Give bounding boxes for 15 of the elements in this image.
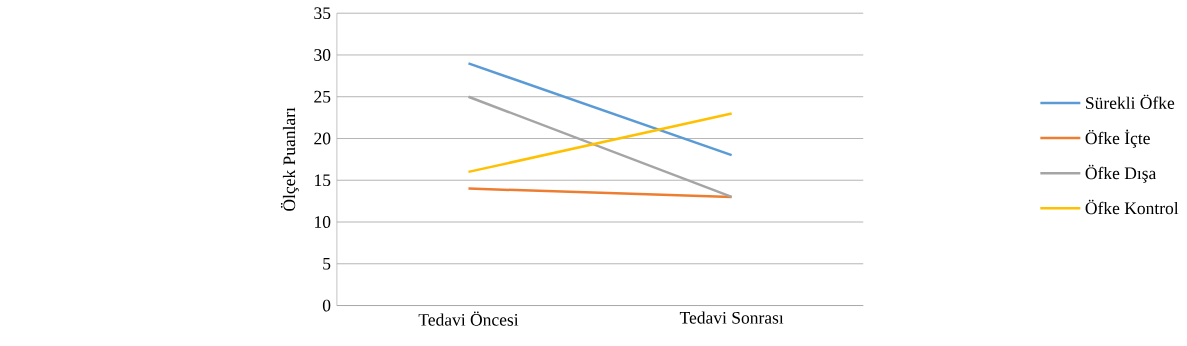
x-tick-label: Tedavi Sonrası xyxy=(679,311,784,324)
legend-label: Öfke İçte xyxy=(1085,129,1150,148)
legend-label: Sürekli Öfke xyxy=(1086,94,1175,109)
y-tick-label: 10 xyxy=(315,215,331,228)
legend-label: Öfke Dışa xyxy=(1085,164,1157,183)
y-tick-label: 5 xyxy=(323,257,331,270)
y-tick-label: 25 xyxy=(314,90,331,103)
y-tick-label: 15 xyxy=(315,174,331,186)
y-tick-label: 20 xyxy=(314,132,331,145)
y-tick-label: 35 xyxy=(314,7,331,19)
y-tick-label: 0 xyxy=(322,299,331,312)
y-tick-label: 30 xyxy=(314,48,331,61)
legend-label: Öfke Kontrol xyxy=(1085,199,1179,214)
x-tick-label: Tedavi Öncesi xyxy=(418,311,519,326)
y-axis-title: Ölçek Puanları xyxy=(280,107,299,211)
